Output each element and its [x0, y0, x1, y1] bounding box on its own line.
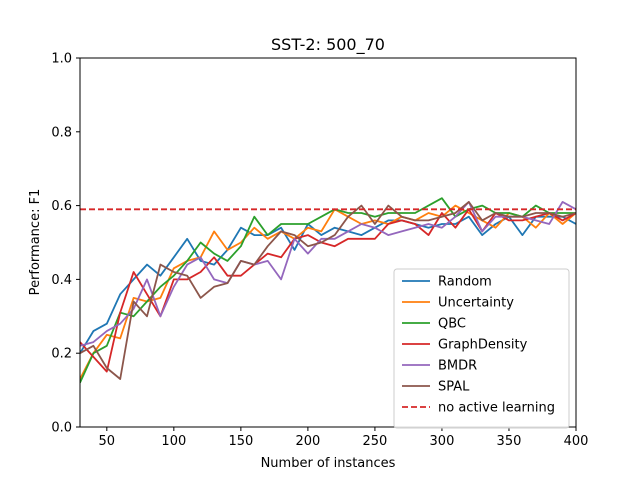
plot-area [80, 197, 576, 384]
x-tick-label: 250 [363, 434, 388, 449]
x-tick-label: 200 [295, 434, 320, 449]
y-tick-label: 0.2 [51, 347, 72, 362]
legend: Random Uncertainty QBC GraphDensity BMDR SPAL… [393, 268, 570, 429]
legend-label: GraphDensity [438, 338, 528, 353]
legend-label: Uncertainty [438, 296, 514, 311]
x-tick-label: 300 [430, 434, 455, 449]
chart-title: SST-2: 500_70 [271, 35, 385, 55]
x-tick-label: 350 [497, 434, 522, 449]
y-tick-label: 0.6 [51, 199, 72, 214]
series-line-qbc [80, 197, 576, 384]
y-tick-label: 0.0 [51, 421, 72, 436]
legend-label: no active learning [438, 401, 555, 416]
x-axis-label: Number of instances [261, 456, 396, 471]
y-tick-label: 0.4 [51, 273, 72, 288]
x-tick-label: 150 [228, 434, 253, 449]
y-tick-label: 0.8 [51, 125, 72, 140]
legend-label: QBC [438, 317, 466, 332]
x-tick-label: 50 [99, 434, 116, 449]
legend-box [393, 268, 570, 429]
legend-label: Random [438, 275, 492, 290]
series-line-spal [80, 201, 576, 380]
legend-label: BMDR [438, 359, 477, 374]
plot-frame [79, 57, 577, 428]
x-tick-label: 400 [564, 434, 589, 449]
y-axis-label: Performance: F1 [28, 189, 43, 296]
axes: 50 100 150 200 250 300 350 400 0.0 0.2 0.4 0.6 0.8 1.… [51, 52, 588, 450]
series-line-uncertainty [80, 204, 576, 380]
y-tick-label: 1.0 [51, 52, 72, 67]
legend-label: SPAL [438, 380, 470, 395]
x-tick-label: 100 [161, 434, 186, 449]
